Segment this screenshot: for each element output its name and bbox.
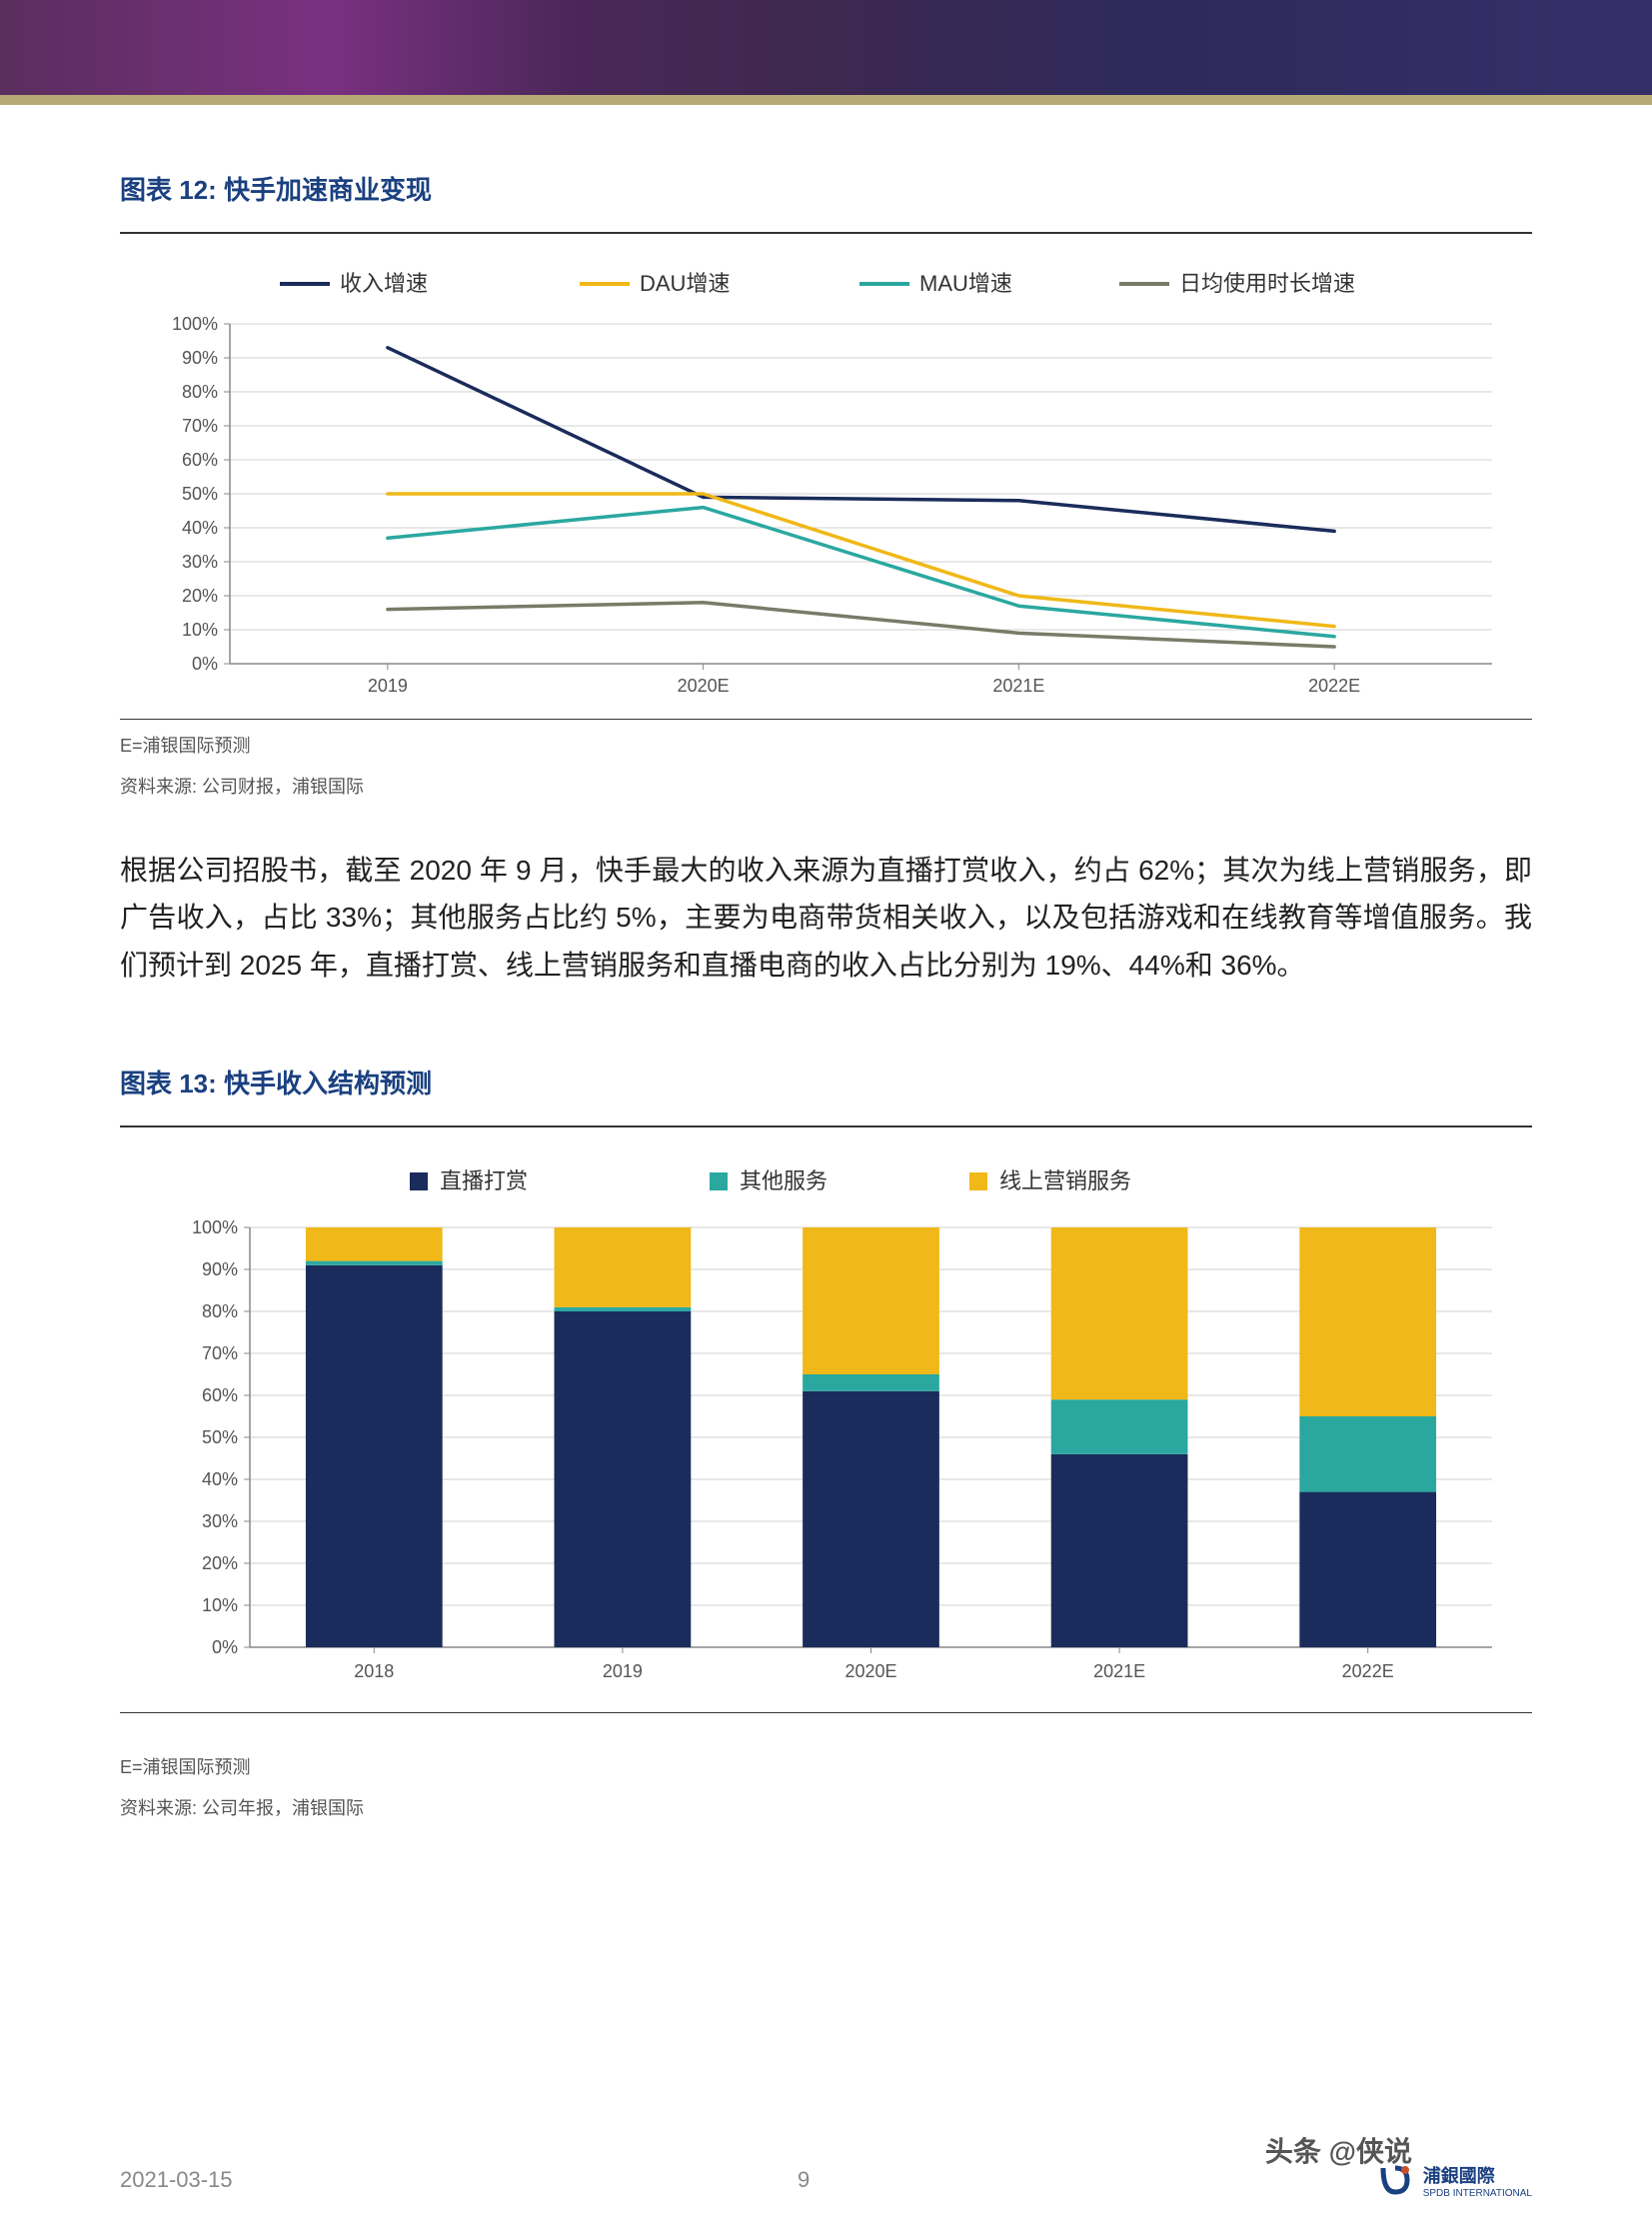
chart13-note1: E=浦银国际预测 <box>120 1753 1532 1782</box>
svg-text:70%: 70% <box>202 1343 238 1363</box>
svg-text:2020E: 2020E <box>844 1661 896 1681</box>
chart12-note2: 资料来源: 公司财报，浦银国际 <box>120 773 1532 802</box>
chart13-container: 直播打赏 其他服务 线上营销服务 0% 10% 20% 30% 40% 50% 60% 70% 80%… <box>120 1125 1532 1702</box>
svg-text:2019: 2019 <box>603 1661 643 1681</box>
svg-text:50%: 50% <box>202 1427 238 1447</box>
chart12-container: 收入增速 DAU增速 MAU增速 日均使用时长增速 0% 10% 20% 30% 40% 50% 6… <box>120 232 1532 709</box>
svg-text:80%: 80% <box>202 1301 238 1321</box>
header-band <box>0 0 1652 95</box>
logo-icon <box>1375 2160 1415 2200</box>
svg-text:40%: 40% <box>182 518 218 538</box>
svg-text:30%: 30% <box>182 552 218 572</box>
svg-text:30%: 30% <box>202 1511 238 1531</box>
svg-text:收入增速: 收入增速 <box>340 271 428 296</box>
footer-page: 9 <box>798 2167 810 2193</box>
footer-date: 2021-03-15 <box>120 2167 233 2193</box>
body-paragraph: 根据公司招股书，截至 2020 年 9 月，快手最大的收入来源为直播打赏收入，约… <box>120 847 1532 990</box>
svg-text:2019: 2019 <box>368 676 408 696</box>
svg-text:70%: 70% <box>182 416 218 436</box>
logo-sub: SPDB INTERNATIONAL <box>1423 2188 1532 2199</box>
svg-text:100%: 100% <box>172 314 218 334</box>
chart13-svg: 直播打赏 其他服务 线上营销服务 0% 10% 20% 30% 40% 50% 60% 70% 80%… <box>120 1157 1532 1697</box>
svg-text:2022E: 2022E <box>1342 1661 1394 1681</box>
svg-text:10%: 10% <box>182 620 218 640</box>
svg-text:40%: 40% <box>202 1469 238 1489</box>
svg-text:直播打赏: 直播打赏 <box>440 1168 528 1193</box>
svg-text:10%: 10% <box>202 1595 238 1615</box>
svg-text:90%: 90% <box>202 1259 238 1279</box>
page-footer: 2021-03-15 9 浦銀國際 SPDB INTERNATIONAL <box>0 2160 1652 2200</box>
svg-text:线上营销服务: 线上营销服务 <box>999 1168 1131 1193</box>
svg-text:20%: 20% <box>182 586 218 606</box>
svg-text:MAU增速: MAU增速 <box>919 271 1012 296</box>
svg-text:2022E: 2022E <box>1308 676 1360 696</box>
svg-text:50%: 50% <box>182 484 218 504</box>
chart12-title: 图表 12: 快手加速商业变现 <box>120 170 1532 207</box>
svg-text:0%: 0% <box>212 1637 238 1657</box>
svg-text:80%: 80% <box>182 382 218 402</box>
svg-text:日均使用时长增速: 日均使用时长增速 <box>1179 271 1355 296</box>
svg-text:2021E: 2021E <box>1093 1661 1145 1681</box>
svg-text:20%: 20% <box>202 1553 238 1573</box>
logo-text: 浦銀國際 <box>1423 2162 1532 2188</box>
chart13-title: 图表 13: 快手收入结构预测 <box>120 1064 1532 1101</box>
footer-logo: 浦銀國際 SPDB INTERNATIONAL <box>1375 2160 1532 2200</box>
svg-text:2020E: 2020E <box>678 676 730 696</box>
svg-text:60%: 60% <box>182 450 218 470</box>
svg-text:0%: 0% <box>192 654 218 674</box>
chart12-note1: E=浦银国际预测 <box>120 732 1532 761</box>
svg-text:其他服务: 其他服务 <box>740 1168 827 1193</box>
chart13-note2: 资料来源: 公司年报，浦银国际 <box>120 1794 1532 1823</box>
svg-text:2021E: 2021E <box>992 676 1044 696</box>
svg-text:100%: 100% <box>192 1217 238 1237</box>
svg-text:DAU增速: DAU增速 <box>640 271 730 296</box>
svg-text:90%: 90% <box>182 348 218 368</box>
svg-text:2018: 2018 <box>354 1661 394 1681</box>
chart12-svg: 收入增速 DAU增速 MAU增速 日均使用时长增速 0% 10% 20% 30% 40% 50% 6… <box>120 264 1532 704</box>
svg-text:60%: 60% <box>202 1385 238 1405</box>
